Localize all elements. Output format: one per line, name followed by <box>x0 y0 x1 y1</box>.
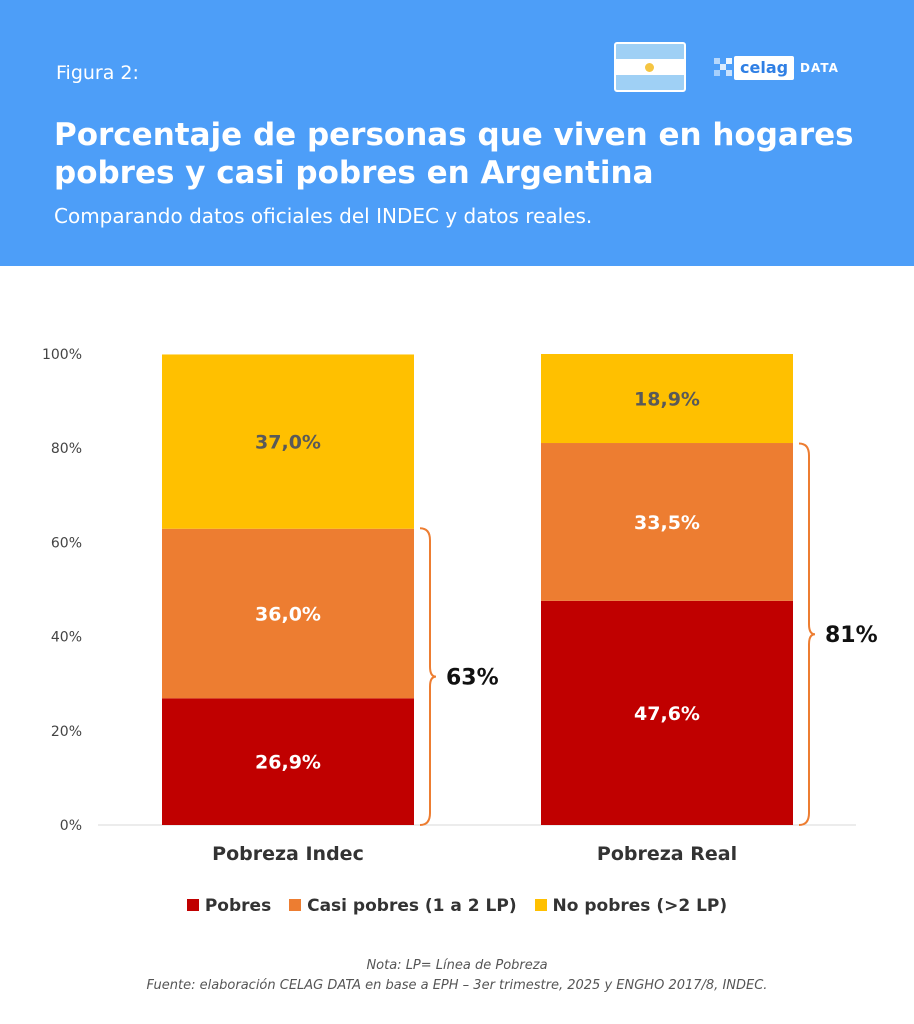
chart-legend: Pobres Casi pobres (1 a 2 LP) No pobres … <box>0 896 914 916</box>
y-tick-label: 60% <box>51 535 82 551</box>
bar-segment <box>541 600 793 825</box>
y-tick-label: 20% <box>51 724 82 740</box>
bracket-label: 63% <box>446 666 499 691</box>
data-label: 26,9% <box>255 752 321 774</box>
source-note: Fuente: elaboración CELAG DATA en base a… <box>146 978 768 993</box>
chart-title: Porcentaje de personas que viven en hoga… <box>54 117 854 191</box>
data-label: 18,9% <box>634 389 700 411</box>
flag-band-top <box>616 44 684 59</box>
figure-label: Figura 2: <box>56 62 139 84</box>
data-label: 36,0% <box>255 604 321 626</box>
y-tick-label: 100% <box>42 347 82 363</box>
bar-segment <box>541 443 793 601</box>
bar-segment <box>541 354 793 444</box>
legend-item-pobres: Pobres <box>186 896 272 916</box>
y-tick-label: 80% <box>51 441 82 457</box>
logo-pixels-icon <box>714 58 732 76</box>
bracket-mark <box>419 527 437 826</box>
x-category-label: Pobreza Real <box>597 843 737 865</box>
legend-label: Casi pobres (1 a 2 LP) <box>307 896 517 916</box>
logo-suffix: DATA <box>800 61 839 75</box>
legend-item-no-pobres: No pobres (>2 LP) <box>534 896 728 916</box>
stacked-bar-chart: 0% 20% 40% 60% 80% 100% 26,9% 36,0% 37,0% Pobreza… <box>42 347 878 865</box>
data-label: 47,6% <box>634 703 700 725</box>
chart-subtitle: Comparando datos oficiales del INDEC y d… <box>54 204 593 228</box>
bracket-label: 81% <box>825 623 878 648</box>
logo-text: celag <box>734 56 795 80</box>
legend-swatch <box>186 899 199 911</box>
y-tick-label: 0% <box>60 818 82 834</box>
data-label: 37,0% <box>255 432 321 454</box>
header-banner: Figura 2: celag DATA Porcentaje de perso… <box>0 0 914 266</box>
legend-swatch <box>289 899 302 911</box>
legend-swatch <box>534 899 547 911</box>
data-label: 33,5% <box>634 512 700 534</box>
flag-sun-icon <box>645 63 654 72</box>
argentina-flag-icon <box>614 42 686 92</box>
y-tick-label: 40% <box>51 630 82 646</box>
x-category-label: Pobreza Indec <box>212 843 364 865</box>
legend-item-casi-pobres: Casi pobres (1 a 2 LP) <box>289 896 517 916</box>
bar-segment <box>162 354 414 529</box>
bar-segment <box>162 528 414 699</box>
bar-segment <box>162 698 414 825</box>
flag-band-bottom <box>616 75 684 90</box>
bracket-mark <box>798 442 816 826</box>
footnote: Nota: LP= Línea de Pobreza <box>366 958 548 973</box>
footer-notes: Nota: LP= Línea de Pobreza Fuente: elabo… <box>0 956 914 996</box>
legend-label: Pobres <box>204 896 272 916</box>
legend-label: No pobres (>2 LP) <box>552 896 728 916</box>
